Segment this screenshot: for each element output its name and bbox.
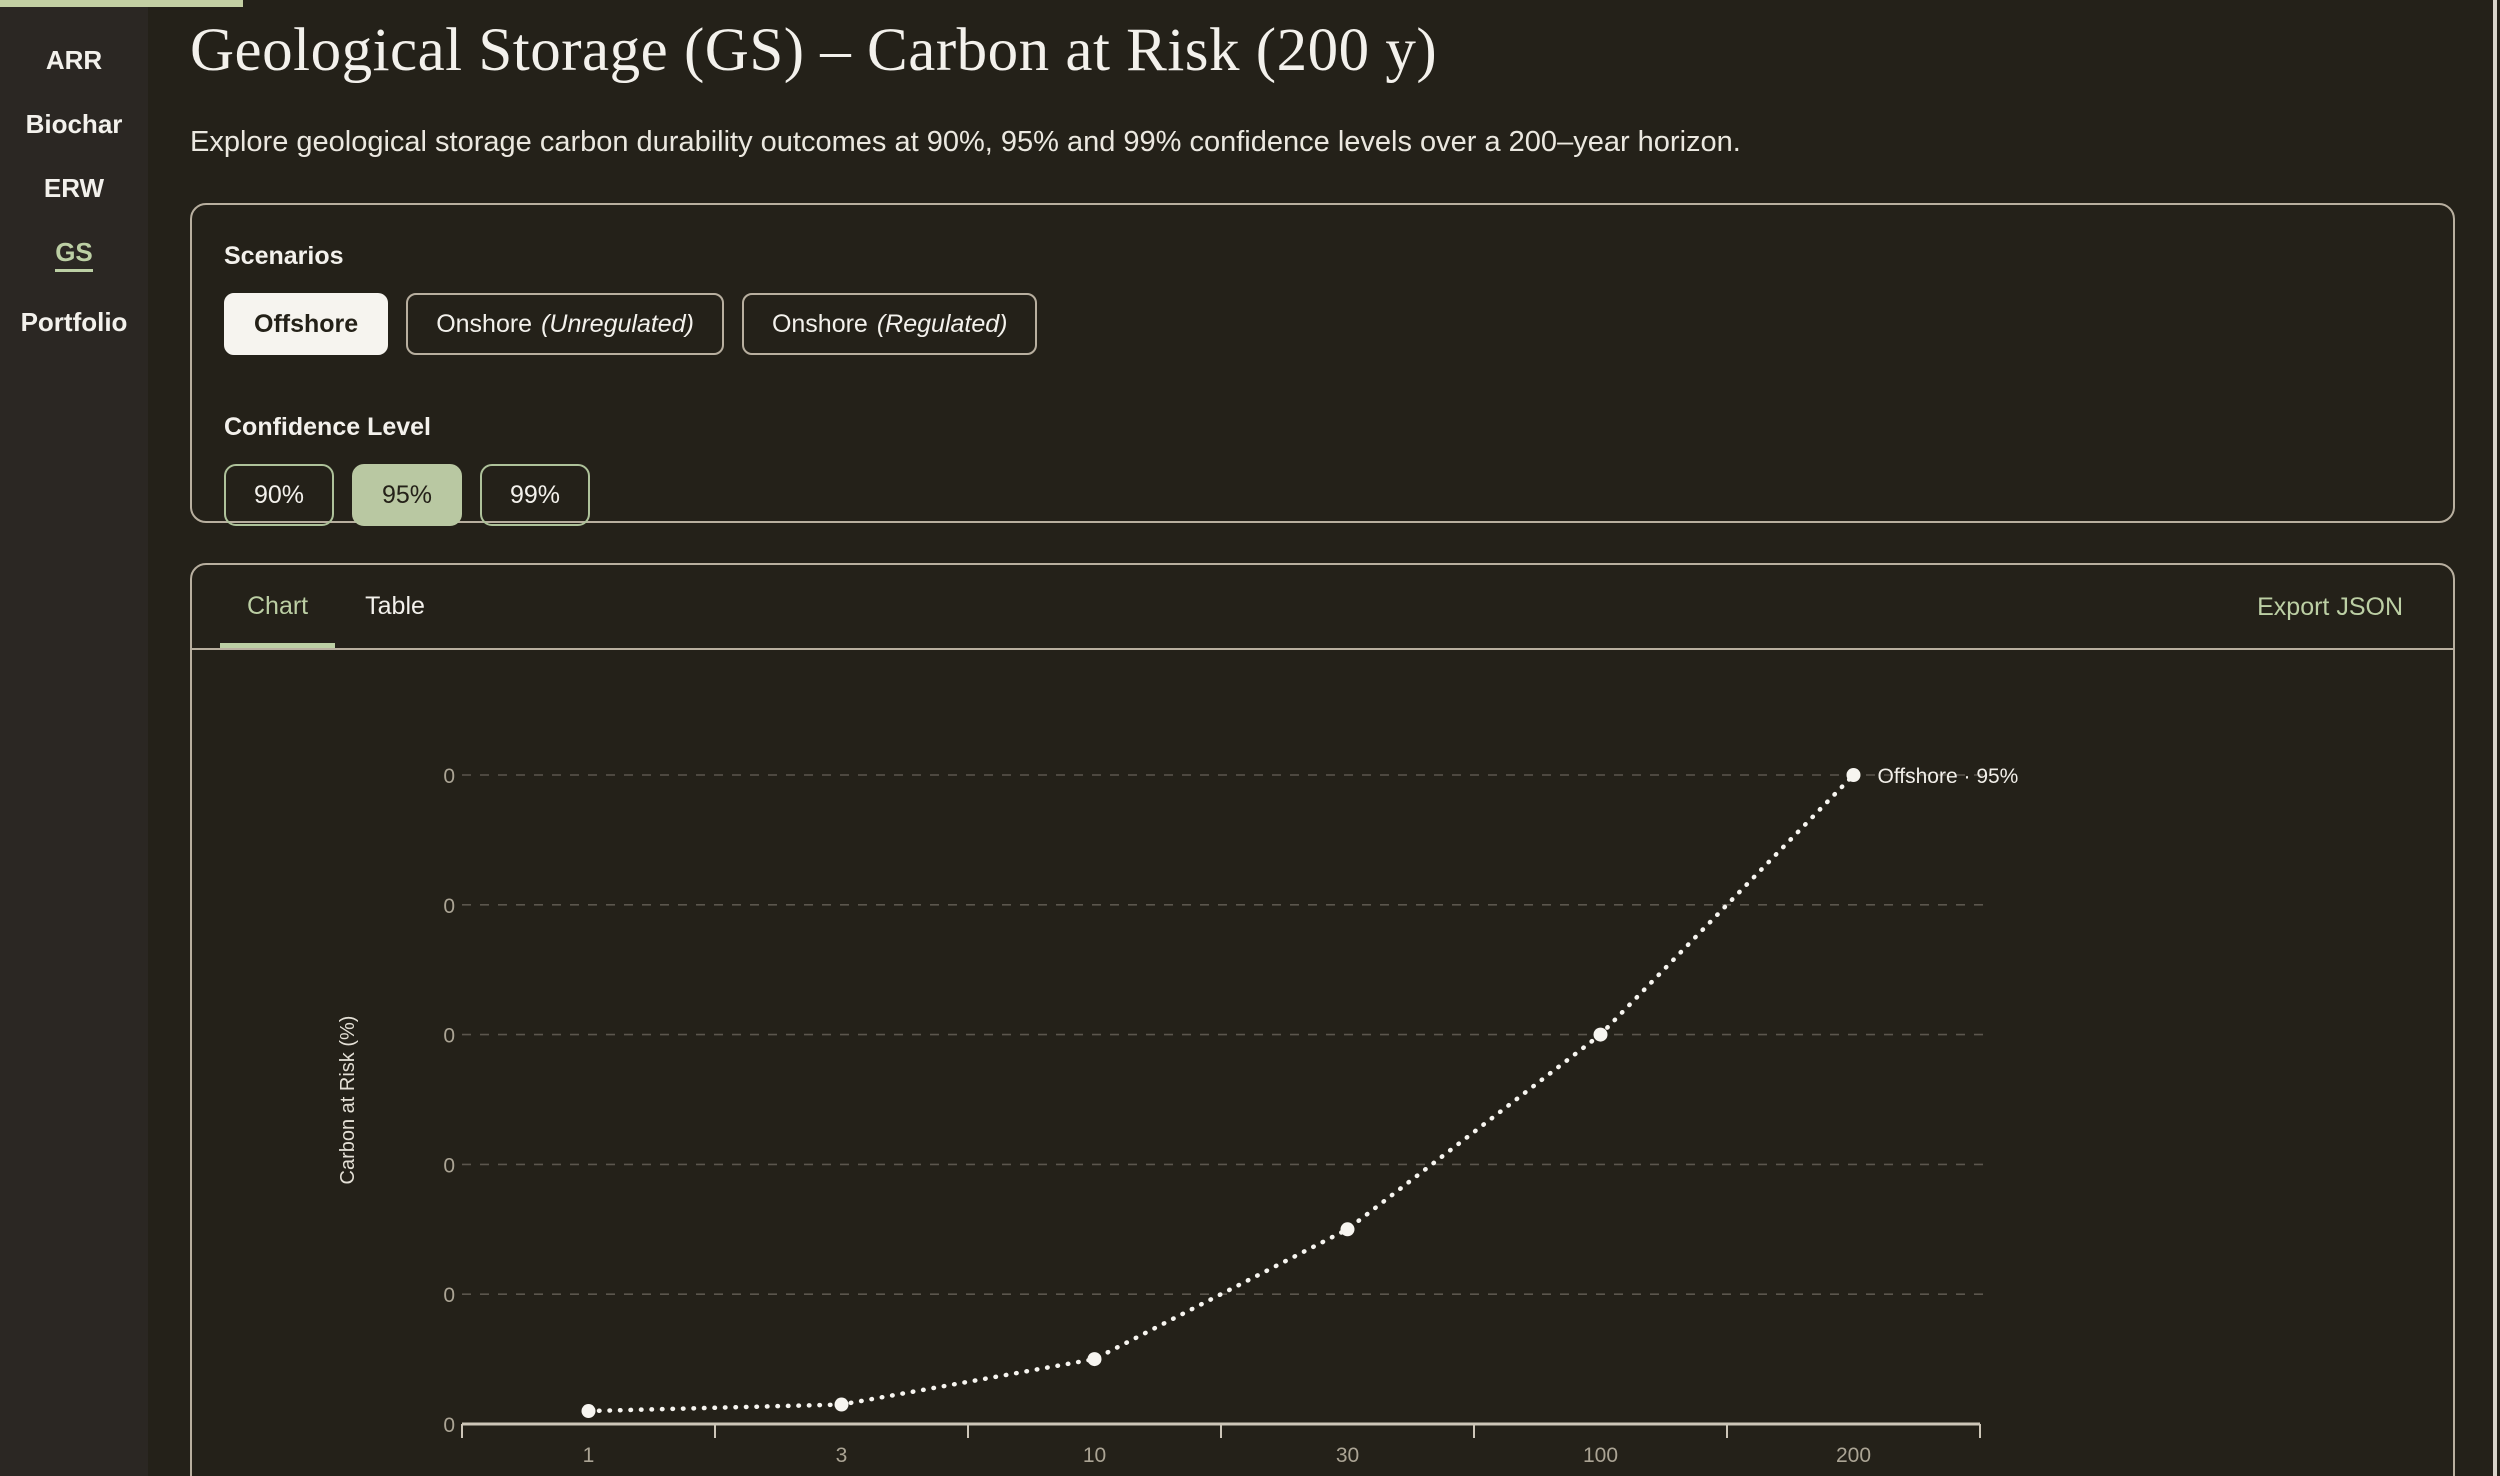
sidebar-nav: ARR Biochar ERW GS Portfolio xyxy=(0,0,148,1476)
scenario-label: Offshore xyxy=(254,309,359,338)
confidence-button-95[interactable]: 95% xyxy=(352,464,462,526)
confidence-button-90[interactable]: 90% xyxy=(224,464,334,526)
tabs-container: Chart Table xyxy=(220,565,455,648)
page-title: Geological Storage (GS) – Carbon at Risk… xyxy=(190,17,1438,84)
top-progress-strip xyxy=(0,0,243,7)
data-point-x200[interactable] xyxy=(1846,768,1861,782)
scenario-label: Onshore xyxy=(771,309,868,338)
sidebar-item-arr[interactable]: ARR xyxy=(45,45,103,75)
scenarios-label: Scenarios xyxy=(224,242,344,270)
tab-bar: Chart Table Export JSON xyxy=(192,565,2453,650)
page-subtitle: Explore geological storage carbon durabi… xyxy=(190,126,1741,158)
sidebar-item-erw[interactable]: ERW xyxy=(43,173,105,203)
controls-panel: Scenarios Offshore Onshore (Unregulated) On… xyxy=(190,203,2455,526)
data-point-x30[interactable] xyxy=(1340,1222,1355,1237)
scenario-button-onshore-regulated[interactable]: Onshore (Regulated) xyxy=(741,293,1038,355)
data-point-x10[interactable] xyxy=(1087,1352,1102,1367)
tab-chart[interactable]: Chart xyxy=(220,565,335,648)
scenario-button-offshore[interactable]: Offshore xyxy=(224,293,389,355)
data-point-x100[interactable] xyxy=(1593,1027,1608,1042)
data-point-x1[interactable] xyxy=(581,1404,596,1419)
scenario-button-onshore-unregulated[interactable]: Onshore (Unregulated) xyxy=(406,293,724,355)
tab-table[interactable]: Table xyxy=(365,592,425,620)
confidence-button-99[interactable]: 99% xyxy=(480,464,590,526)
scrollbar[interactable] xyxy=(2493,0,2497,1476)
confidence-label: Confidence Level xyxy=(224,413,431,441)
scenario-suffix: (Unregulated) xyxy=(541,309,694,338)
sidebar-item-biochar[interactable]: Biochar xyxy=(25,109,123,139)
scenario-buttons: Offshore Onshore (Unregulated) Onshore (Regu… xyxy=(224,293,2421,355)
sidebar-item-portfolio[interactable]: Portfolio xyxy=(20,307,128,337)
scenario-label: Onshore xyxy=(436,309,533,338)
data-point-x3[interactable] xyxy=(834,1397,849,1412)
chart-panel: Chart Table Export JSON xyxy=(190,563,2455,1476)
export-json-button[interactable]: Export JSON xyxy=(2257,593,2403,621)
sidebar-item-gs[interactable]: GS xyxy=(55,238,93,272)
confidence-buttons: 90% 95% 99% xyxy=(224,464,2421,526)
scenario-suffix: (Regulated) xyxy=(876,309,1008,338)
